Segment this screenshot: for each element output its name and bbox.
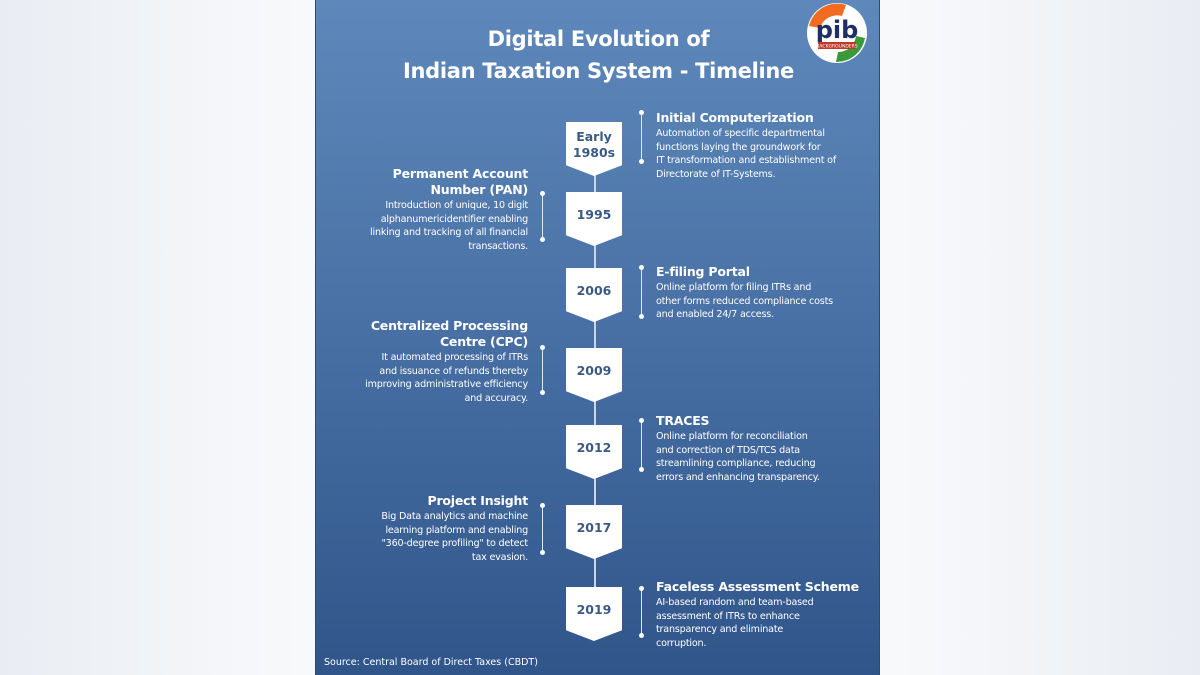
- timeline-event: TRACES Online platform for reconciliation…: [656, 413, 886, 484]
- event-title: Centralized Processing Centre (CPC): [370, 318, 528, 349]
- title-line-2: Indian Taxation System - Timeline: [402, 59, 794, 83]
- event-description: Online platform for filing ITRs and othe…: [656, 282, 833, 320]
- event-description: Big Data analytics and machine learning …: [381, 511, 528, 563]
- timeline-event: E-filing Portal Online platform for filin…: [656, 264, 886, 322]
- year-badge: 2006: [566, 268, 622, 322]
- bracket-line: [639, 110, 644, 164]
- year-badge: 2017: [566, 505, 622, 559]
- event-description: AI-based random and team-based assessmen…: [656, 597, 814, 649]
- bracket-line: [639, 418, 644, 472]
- infographic-poster: Digital Evolution of Indian Taxation Sys…: [315, 0, 880, 675]
- timeline-event: Permanent Account Number (PAN) Introducti…: [326, 166, 528, 253]
- year-badge: 2009: [566, 348, 622, 402]
- svg-text:pib: pib: [816, 16, 859, 44]
- event-description: Online platform for reconciliation and c…: [656, 431, 820, 483]
- timeline-event: Centralized Processing Centre (CPC) It au…: [326, 318, 528, 405]
- year-badge: 2012: [566, 425, 622, 479]
- bracket-line: [540, 503, 545, 555]
- year-badge: Early 1980s: [566, 122, 622, 176]
- year-badge: 1995: [566, 192, 622, 246]
- year-badge: 2019: [566, 587, 622, 641]
- event-title: Faceless Assessment Scheme: [656, 579, 859, 594]
- event-title: Initial Computerization: [656, 110, 814, 125]
- pib-logo: pib BACKGROUNDERS: [807, 3, 867, 63]
- event-description: It automated processing of ITRs and issu…: [365, 352, 528, 404]
- event-description: Automation of specific departmental func…: [656, 128, 837, 180]
- timeline-event: Faceless Assessment Scheme AI-based rando…: [656, 579, 886, 650]
- bracket-line: [540, 345, 545, 395]
- timeline-event: Project Insight Big Data analytics and ma…: [326, 493, 528, 564]
- event-title: Permanent Account Number (PAN): [392, 166, 529, 197]
- event-title: TRACES: [656, 413, 710, 428]
- event-description: Introduction of unique, 10 digit alphanu…: [370, 200, 528, 252]
- event-title: E-filing Portal: [656, 264, 750, 279]
- bracket-line: [639, 265, 644, 319]
- title-line-1: Digital Evolution of: [487, 27, 710, 51]
- source-note: Source: Central Board of Direct Taxes (C…: [324, 657, 538, 668]
- bracket-line: [540, 191, 545, 242]
- event-title: Project Insight: [427, 493, 528, 508]
- bracket-line: [639, 586, 644, 638]
- svg-text:BACKGROUNDERS: BACKGROUNDERS: [816, 44, 857, 50]
- timeline-event: Initial Computerization Automation of spe…: [656, 110, 886, 181]
